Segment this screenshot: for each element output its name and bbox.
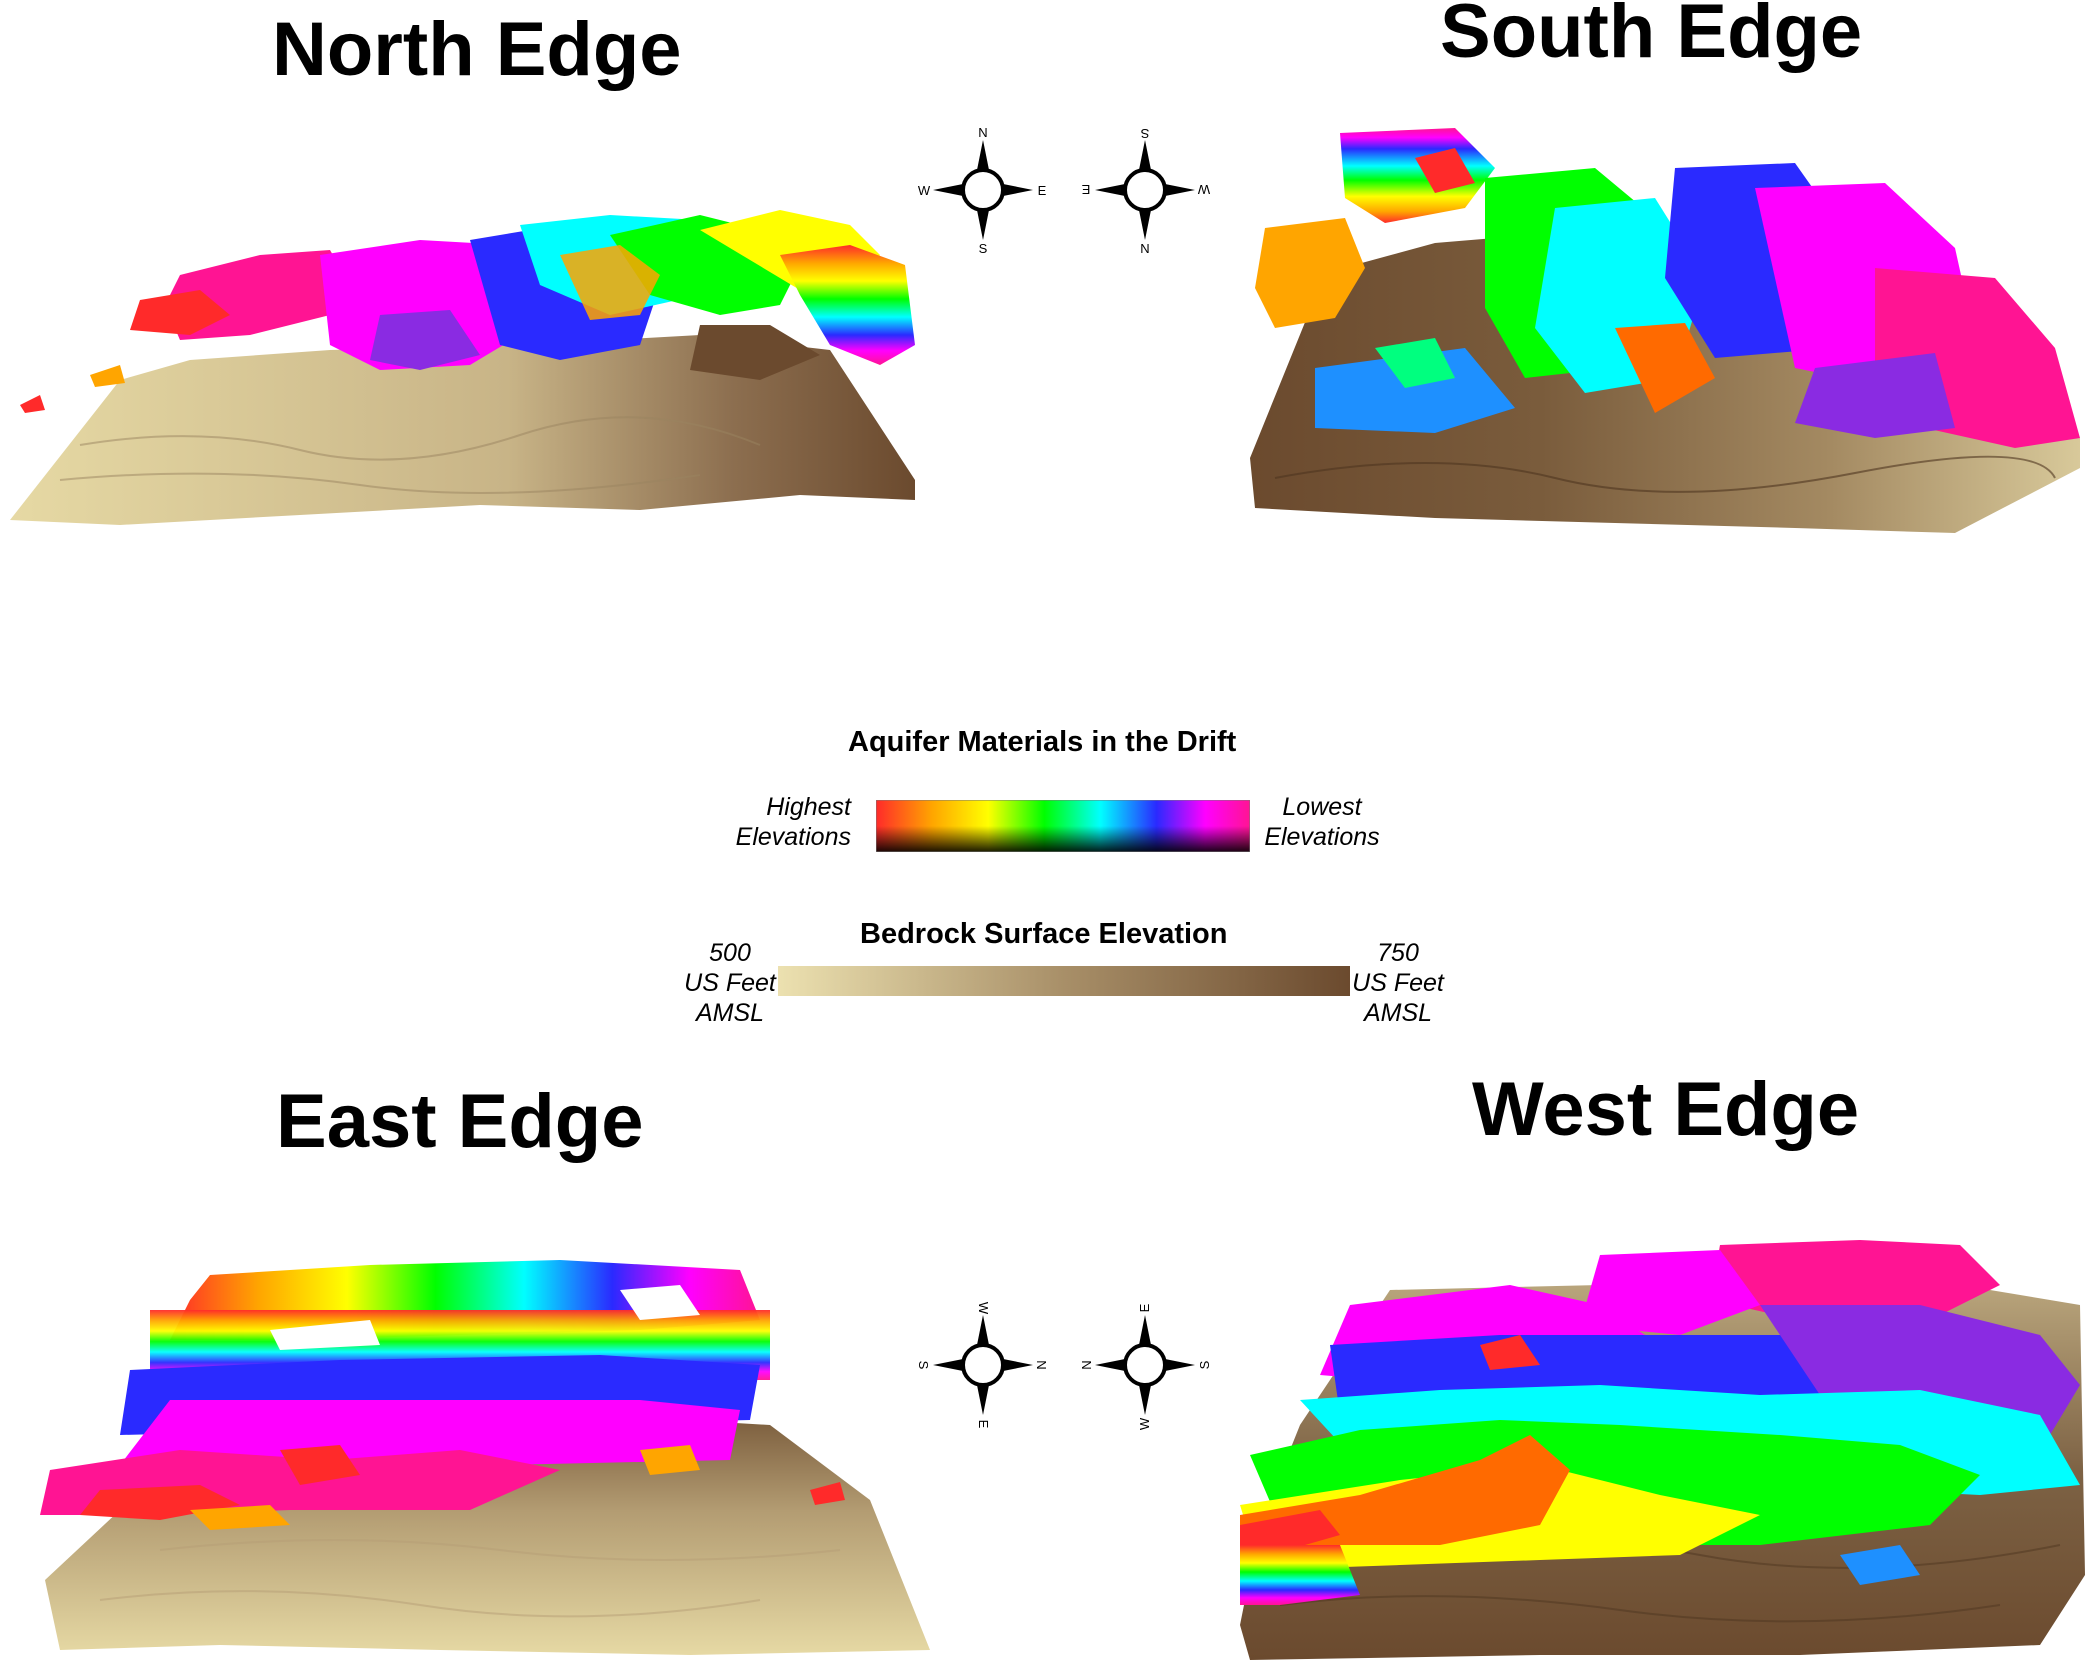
aquifer-material-layer [1255, 128, 2080, 448]
bedrock-max-value: 750 [1377, 939, 1419, 967]
bedrock-max-label: 750 US Feet AMSL [1338, 938, 1458, 1028]
aquifer-right-line1: Lowest [1282, 793, 1362, 821]
east-edge-3d-scene [40, 1260, 930, 1655]
compass-rose-icon: E W N S [1079, 1303, 1212, 1430]
aquifer-right-line2: Elevations [1264, 823, 1380, 851]
aquifer-color-ramp-graphic [875, 799, 1251, 853]
aquifer-left-line2: Elevations [735, 823, 851, 851]
east-edge-view [40, 1250, 940, 1660]
north-edge-title: North Edge [272, 7, 682, 92]
bedrock-color-ramp-graphic [778, 966, 1350, 996]
bedrock-legend-title: Bedrock Surface Elevation [860, 918, 1228, 950]
terrain-ridges [1274, 455, 2056, 493]
compass-top-label: N [978, 125, 987, 140]
compass-west-view: E W N S [1079, 1300, 1212, 1430]
compass-left-label: S [918, 1361, 931, 1370]
compass-right-label: W [1197, 182, 1210, 197]
aquifer-legend-right-label: Lowest Elevations [1260, 792, 1384, 852]
bedrock-color-ramp [778, 966, 1350, 996]
north-edge-view [0, 195, 920, 535]
compass-right-label: N [1034, 1360, 1048, 1369]
compass-top-label: E [1137, 1303, 1152, 1312]
south-edge-title: South Edge [1440, 0, 1863, 74]
terrain-ridges [59, 416, 761, 494]
compass-bottom-label: S [979, 241, 988, 255]
compass-top-label: S [1140, 126, 1149, 141]
bedrock-min-label: 500 US Feet AMSL [670, 938, 790, 1028]
compass-south-view: S N E W [1080, 125, 1210, 256]
aquifer-material-layer [40, 1260, 845, 1530]
aquifer-material-layer [20, 210, 915, 413]
aquifer-left-line1: Highest [766, 793, 851, 821]
bedrock-max-unit: US Feet [1352, 969, 1444, 997]
compass-top-label: W [976, 1302, 991, 1315]
west-edge-view [1240, 1225, 2090, 1665]
bedrock-min-unit: US Feet [684, 969, 776, 997]
west-edge-title: West Edge [1472, 1067, 1860, 1152]
compass-right-label: S [1197, 1360, 1210, 1369]
south-edge-3d-scene [1250, 128, 2080, 533]
terrain-ridges [99, 1539, 841, 1618]
compass-east-view: W E S N [916, 1300, 1049, 1430]
compass-rose-icon: N S W E [918, 125, 1047, 256]
compass-left-label: W [918, 183, 931, 198]
aquifer-material-layer [1240, 1240, 2080, 1605]
compass-rose-icon: W E S N [916, 1302, 1049, 1429]
compass-left-label: E [1081, 182, 1090, 197]
compass-rose-icon: S N E W [1081, 126, 1210, 256]
aquifer-legend-left-label: Highest Elevations [735, 792, 851, 852]
bedrock-min-datum: AMSL [695, 999, 765, 1027]
east-edge-title: East Edge [276, 1079, 644, 1164]
compass-bottom-label: W [1137, 1417, 1152, 1430]
south-edge-view [1235, 128, 2085, 548]
bedrock-min-value: 500 [709, 939, 751, 967]
compass-left-label: N [1080, 1360, 1094, 1369]
bedrock-max-datum: AMSL [1363, 999, 1433, 1027]
compass-right-label: E [1038, 183, 1047, 198]
compass-bottom-label: E [976, 1420, 991, 1429]
compass-bottom-label: N [1140, 241, 1149, 255]
aquifer-color-ramp [875, 799, 1251, 853]
aquifer-legend-title: Aquifer Materials in the Drift [848, 726, 1237, 758]
compass-north-view: N S W E [918, 125, 1048, 256]
north-edge-3d-scene [10, 210, 915, 525]
west-edge-3d-scene [1240, 1240, 2085, 1660]
